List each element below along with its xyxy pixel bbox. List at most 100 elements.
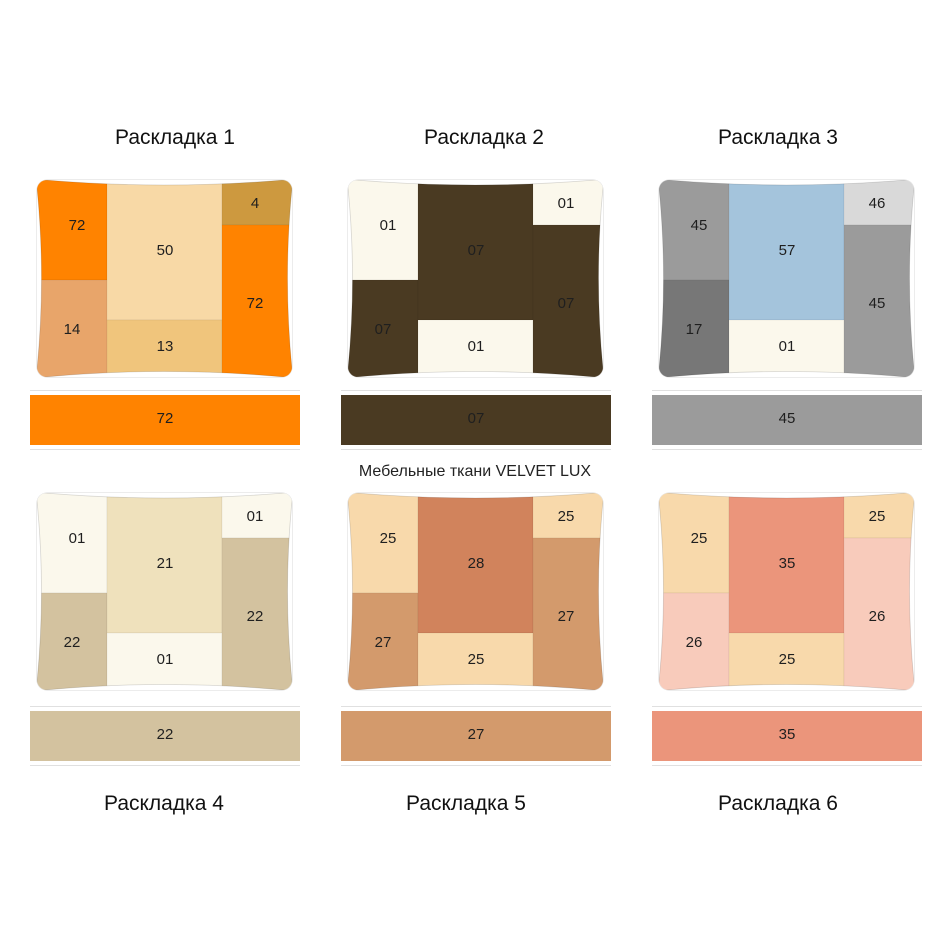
bolster-edge-top [652, 706, 922, 707]
bolster-edge-bottom [341, 765, 611, 766]
bolster-fabric [652, 711, 922, 761]
panel-code-right-bottom: 07 [557, 295, 575, 312]
layout-2-bolster: 07 [341, 389, 611, 451]
panel-center-top [106, 493, 223, 634]
panel-code-right-bottom: 22 [246, 608, 264, 625]
pillow-outline [659, 493, 914, 690]
bolster-edge-top [341, 706, 611, 707]
bolster-code: 45 [778, 410, 796, 427]
pillow-drawing [37, 180, 292, 377]
bolster-code: 07 [467, 410, 485, 427]
panel-code-right-top: 01 [557, 195, 575, 212]
pillow-outline [37, 493, 292, 690]
layout-2-pillow: 01 07 07 01 01 07 [348, 180, 603, 377]
panel-left-top [659, 493, 730, 594]
bolster-fabric [341, 395, 611, 445]
panel-code-left-bottom: 22 [63, 634, 81, 651]
layout-1-title: Раскладка 1 [115, 126, 235, 149]
pillow-outline [348, 493, 603, 690]
pillow-drawing [348, 180, 603, 377]
bolster-fabric [30, 711, 300, 761]
layout-3-pillow: 45 17 57 01 46 45 [659, 180, 914, 377]
pillow-drawing [659, 180, 914, 377]
pillow-outline [37, 180, 292, 377]
layout-4-pillow: 01 22 21 01 01 22 [37, 493, 292, 690]
panel-center-top [728, 180, 845, 321]
panel-code-left-top: 25 [690, 530, 708, 547]
panel-right-top [843, 493, 914, 539]
layout-6-pillow: 25 26 35 25 25 26 [659, 493, 914, 690]
panel-left-bottom [348, 592, 419, 690]
bolster-edge-bottom [30, 765, 300, 766]
panel-code-right-top: 25 [868, 508, 886, 525]
panel-center-bottom [728, 632, 845, 690]
panel-left-bottom [348, 279, 419, 377]
layout-3-title: Раскладка 3 [718, 126, 838, 149]
fabric-collection-caption: Мебельные ткани VELVET LUX [358, 463, 592, 480]
panel-right-bottom [221, 224, 292, 377]
panel-left-bottom [659, 592, 730, 690]
bolster-edge-bottom [30, 449, 300, 450]
panel-right-top [221, 493, 292, 539]
panel-code-right-bottom: 27 [557, 608, 575, 625]
panel-code-center-top: 35 [778, 555, 796, 572]
layout-2-title: Раскладка 2 [424, 126, 544, 149]
panel-center-top [417, 180, 534, 321]
panel-code-left-bottom: 27 [374, 634, 392, 651]
panel-code-left-top: 01 [379, 217, 397, 234]
layout-5-bolster: 27 [341, 705, 611, 767]
panel-code-right-top: 25 [557, 508, 575, 525]
layout-6-title: Раскладка 6 [718, 792, 838, 815]
panel-code-right-top: 4 [250, 195, 260, 212]
panel-code-left-top: 01 [68, 530, 86, 547]
panel-code-right-bottom: 72 [246, 295, 264, 312]
layout-5-pillow: 25 27 28 25 25 27 [348, 493, 603, 690]
panel-right-top [221, 180, 292, 226]
bolster-edge-top [341, 390, 611, 391]
panel-code-right-top: 01 [246, 508, 264, 525]
pillow-drawing [37, 493, 292, 690]
panel-left-bottom [37, 592, 108, 690]
layout-4-title: Раскладка 4 [104, 792, 224, 815]
pillow-drawing [348, 493, 603, 690]
panel-right-bottom [221, 537, 292, 690]
layout-6-bolster: 35 [652, 705, 922, 767]
bolster-code: 35 [778, 726, 796, 743]
panel-right-bottom [843, 537, 914, 690]
panel-left-bottom [37, 279, 108, 377]
layout-1-bolster: 72 [30, 389, 300, 451]
panel-center-top [728, 493, 845, 634]
bolster-fabric [30, 395, 300, 445]
panel-code-center-top: 07 [467, 242, 485, 259]
panel-code-left-top: 45 [690, 217, 708, 234]
panel-code-center-bottom: 13 [156, 338, 174, 355]
panel-code-center-bottom: 01 [778, 338, 796, 355]
panel-center-bottom [106, 319, 223, 377]
panel-center-bottom [417, 632, 534, 690]
panel-code-center-bottom: 25 [778, 651, 796, 668]
layout-4-bolster: 22 [30, 705, 300, 767]
panel-right-top [532, 493, 603, 539]
bolster-edge-top [652, 390, 922, 391]
bolster-code: 72 [156, 410, 174, 427]
panel-code-center-top: 28 [467, 555, 485, 572]
panel-code-center-top: 21 [156, 555, 174, 572]
bolster-edge-bottom [652, 765, 922, 766]
panel-left-bottom [659, 279, 730, 377]
panel-code-left-bottom: 17 [685, 321, 703, 338]
panel-code-left-bottom: 14 [63, 321, 81, 338]
panel-right-bottom [843, 224, 914, 377]
bolster-edge-bottom [652, 449, 922, 450]
panel-right-top [532, 180, 603, 226]
panel-right-bottom [532, 224, 603, 377]
bolster-code: 22 [156, 726, 174, 743]
layout-5-title: Раскладка 5 [406, 792, 526, 815]
bolster-edge-top [30, 390, 300, 391]
panel-code-center-top: 50 [156, 242, 174, 259]
layout-3-bolster: 45 [652, 389, 922, 451]
panel-left-top [37, 493, 108, 594]
panel-code-left-bottom: 26 [685, 634, 703, 651]
panel-code-center-bottom: 01 [156, 651, 174, 668]
panel-left-top [37, 180, 108, 281]
panel-code-center-top: 57 [778, 242, 796, 259]
